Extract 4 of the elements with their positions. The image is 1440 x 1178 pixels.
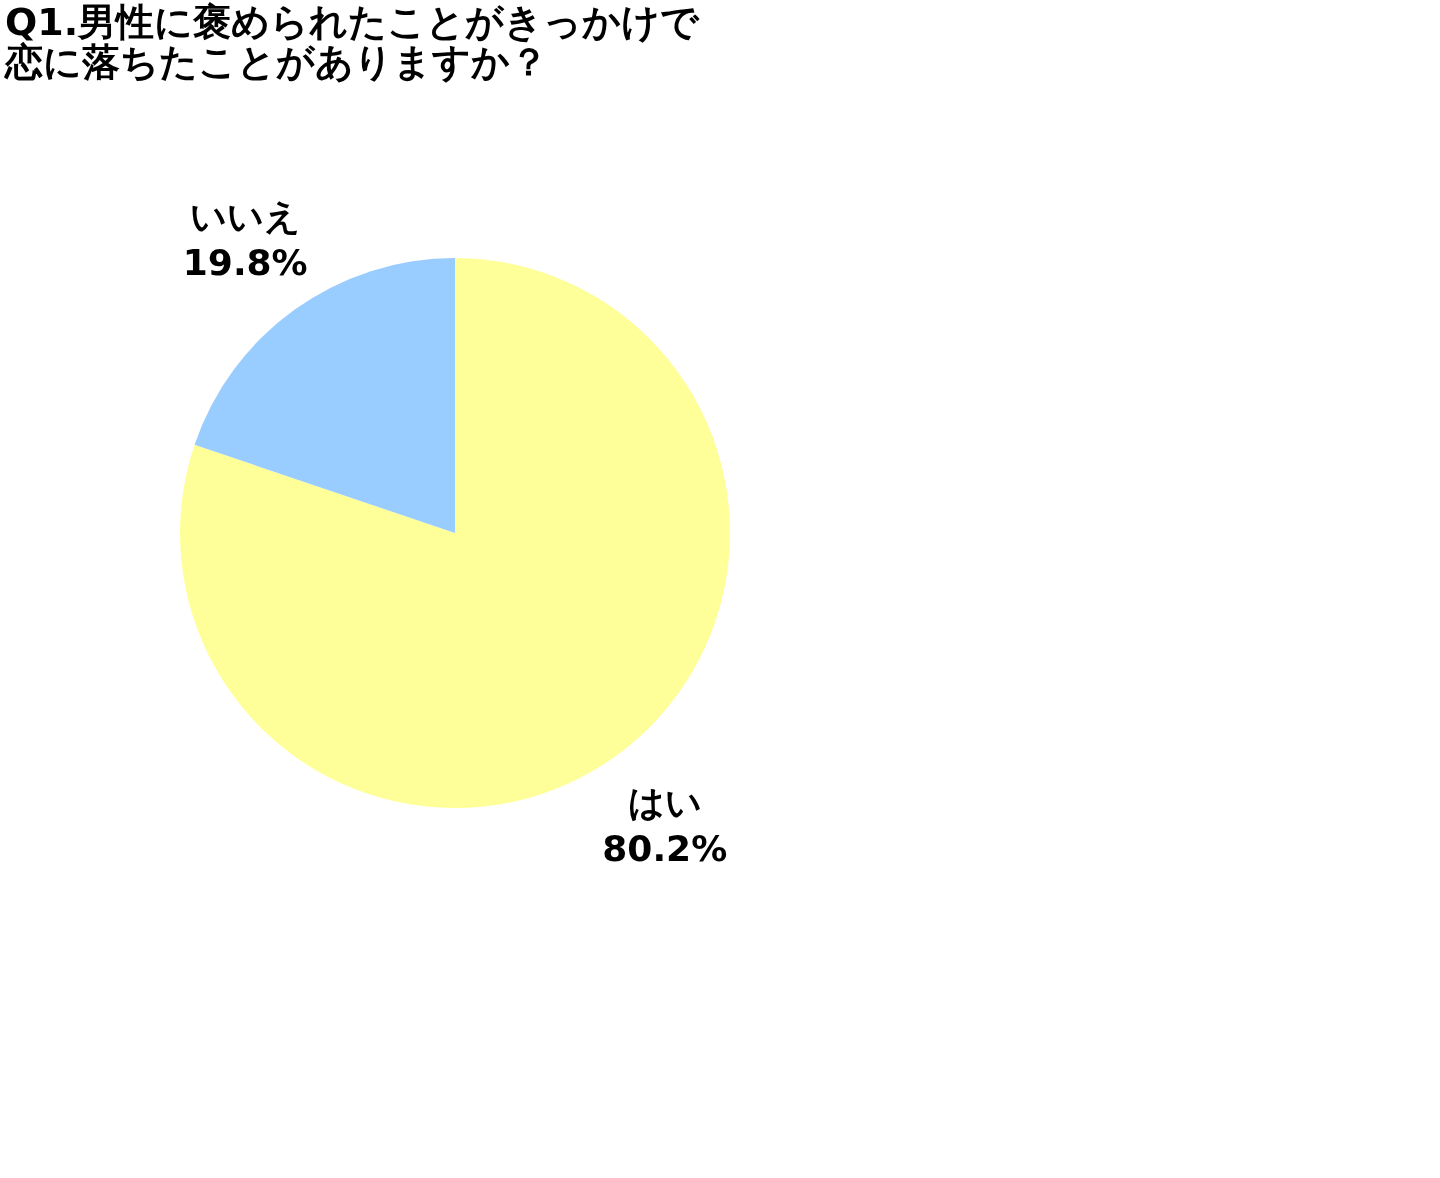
slice-label: はい [627,781,702,823]
slice-label: いいえ [189,196,301,238]
data-label: 80.2% [602,827,728,869]
data-label: 19.8% [182,242,308,284]
